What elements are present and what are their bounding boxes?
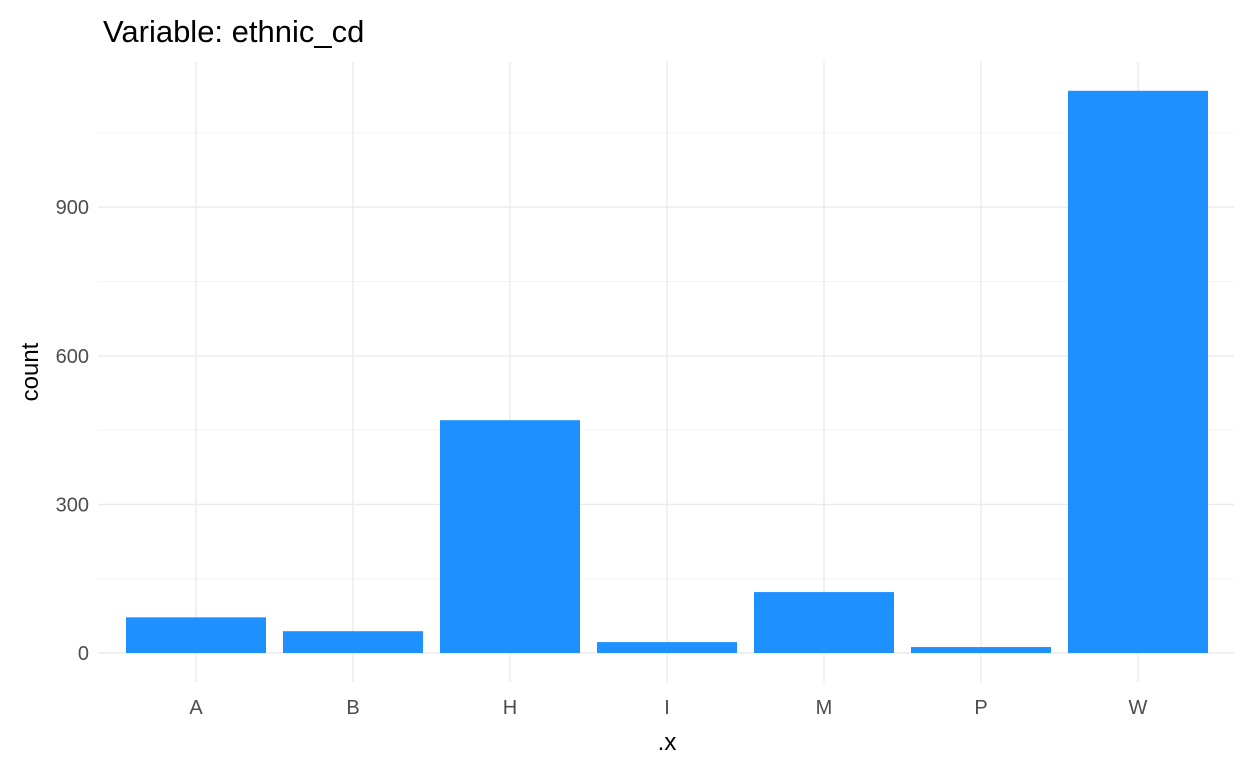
x-tick-label: I [664,697,670,719]
bar-P [911,647,1051,653]
x-tick-label: A [189,697,203,719]
x-axis-title: .x [658,729,677,756]
x-tick-label: B [346,697,359,719]
y-tick-label: 900 [56,197,89,219]
x-tick-label: P [974,697,987,719]
x-tick-label: M [816,697,833,719]
chart-title: Variable: ethnic_cd [103,14,364,49]
y-axis-title: count [17,342,44,401]
y-tick-label: 600 [56,346,89,368]
bar-M [754,592,894,653]
x-tick-label: W [1129,697,1148,719]
bar-W [1068,90,1208,653]
bar-I [597,642,737,653]
y-axis-ticks: 0 300 600 900 [56,197,89,665]
grid [98,62,1234,682]
bar-H [440,420,580,653]
y-tick-label: 300 [56,494,89,516]
bar-A [126,617,266,653]
y-tick-label: 0 [78,643,89,665]
bars [126,90,1208,653]
x-tick-label: H [503,697,517,719]
bar-B [283,631,423,653]
